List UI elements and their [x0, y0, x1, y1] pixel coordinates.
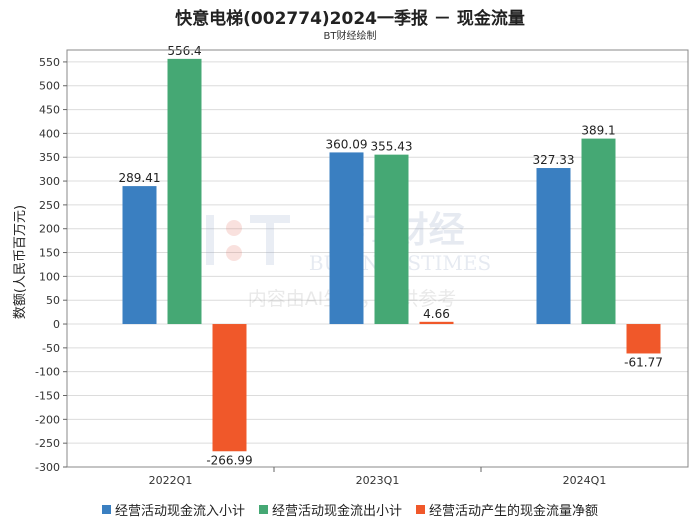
data-label: 389.1 — [581, 124, 615, 138]
legend-label-net: 经营活动产生的现金流量净额 — [429, 504, 599, 519]
legend-swatch-net — [416, 505, 425, 514]
x-tick-label: 2023Q1 — [356, 474, 400, 487]
data-label: 355.43 — [371, 140, 413, 154]
y-axis-label: 数额(人民币百万元) — [13, 205, 28, 319]
y-tick-label: 350 — [39, 151, 60, 164]
data-label: 327.33 — [533, 153, 575, 167]
y-tick-label: 0 — [53, 318, 60, 331]
data-label: 360.09 — [326, 137, 368, 151]
watermark-logo-dot — [226, 220, 242, 236]
legend-item-inflow: 经营活动现金流入小计 — [101, 500, 245, 519]
y-tick-label: 450 — [39, 104, 60, 117]
plot-border — [66, 49, 689, 468]
legend: 经营活动现金流入小计 经营活动现金流出小计 经营活动产生的现金流量净额 — [0, 500, 700, 519]
y-tick-label: 250 — [39, 199, 60, 212]
y-tick-label: -150 — [35, 390, 60, 403]
y-tick-label: -100 — [35, 366, 60, 379]
watermark-logo-bar — [206, 215, 214, 265]
y-tick-label: -200 — [35, 413, 60, 426]
watermark-logo-bar — [250, 215, 290, 223]
data-label: -266.99 — [206, 453, 252, 467]
legend-item-net: 经营活动产生的现金流量净额 — [416, 500, 598, 519]
legend-swatch-inflow — [101, 505, 111, 514]
bar — [122, 186, 157, 325]
y-tick-label: -250 — [35, 437, 60, 450]
axes: -300 -250 -200 -150 -100 -50 0 50 100 150 200 250 30… — [35, 49, 689, 487]
legend-label-outflow: 经营活动现金流出小计 — [271, 504, 402, 519]
y-tick-label: -50 — [42, 342, 60, 355]
data-label: 4.66 — [423, 307, 450, 321]
legend-label-inflow: 经营活动现金流入小计 — [114, 504, 245, 519]
data-label: 289.41 — [119, 171, 161, 185]
y-tick-label: 400 — [39, 127, 60, 140]
bar — [419, 321, 454, 325]
y-tick-label: 50 — [46, 294, 60, 307]
y-tick-label: 550 — [39, 56, 60, 69]
bar — [212, 324, 247, 452]
legend-swatch-outflow — [258, 505, 268, 514]
y-tick-label: 300 — [39, 175, 60, 188]
bar — [167, 58, 202, 325]
bar — [626, 324, 661, 354]
x-tick-label: 2022Q1 — [149, 474, 193, 487]
y-tick-label: -300 — [35, 461, 60, 474]
chart-title: 快意电梯(002774)2024一季报 － 现金流量 — [175, 9, 525, 29]
legend-item-outflow: 经营活动现金流出小计 — [258, 500, 402, 519]
watermark-logo-dot — [226, 245, 242, 261]
bar — [581, 138, 616, 325]
chart-subtitle: BT财经绘制 — [323, 31, 377, 42]
data-label: -61.77 — [624, 355, 663, 369]
y-tick-label: 100 — [39, 270, 60, 283]
bar — [329, 152, 364, 325]
x-tick-label: 2024Q1 — [563, 474, 607, 487]
bar — [374, 154, 409, 325]
watermark-logo-bar — [266, 215, 274, 265]
y-tick-label: 150 — [39, 247, 60, 260]
data-label: 556.4 — [167, 44, 201, 58]
bars: 289.41 556.4 -266.99 360.09 355.43 4.66 327.33… — [119, 44, 663, 467]
bar — [536, 168, 571, 325]
y-tick-label: 200 — [39, 223, 60, 236]
y-tick-label: 500 — [39, 80, 60, 93]
